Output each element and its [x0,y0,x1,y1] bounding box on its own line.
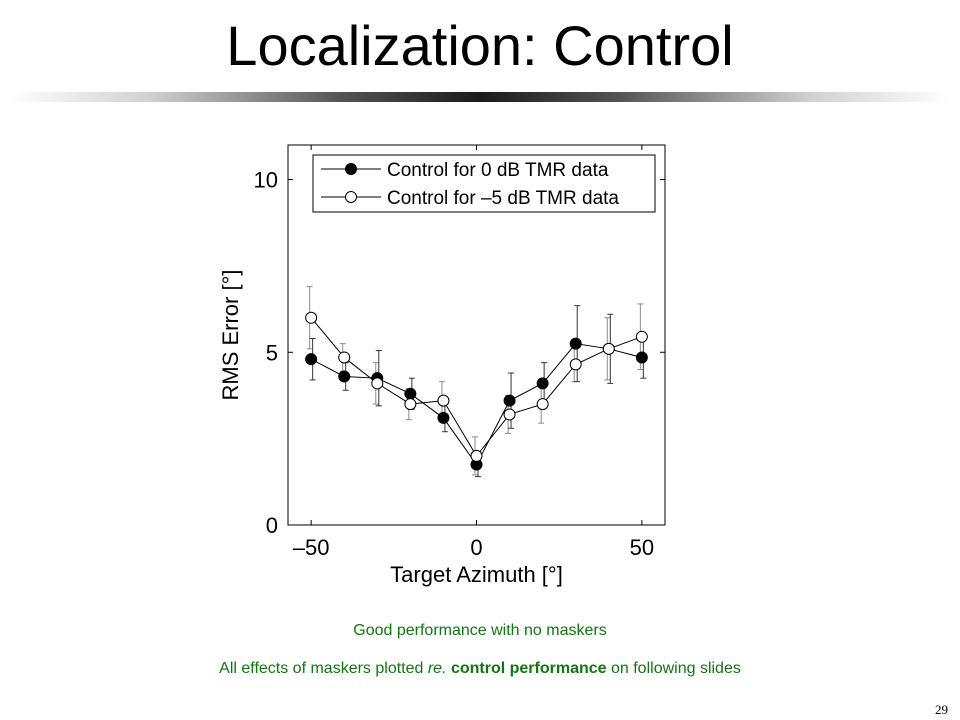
data-point-minus5db [569,358,582,371]
data-point-minus5db [536,398,549,411]
title-divider [10,92,950,102]
caption2-bold: control performance [446,660,607,677]
data-point-minus5db [602,342,615,355]
x-axis-label: Target Azimuth [°] [390,562,563,587]
data-point-minus5db [371,377,384,390]
data-point-minus5db [404,398,417,411]
legend-label: Control for 0 dB TMR data [387,160,609,181]
data-point-minus5db [470,449,483,462]
legend-box [312,154,656,213]
legend-marker [345,163,357,175]
y-tick-label: 10 [254,168,278,193]
data-point-minus5db [338,351,351,364]
page-number: 29 [935,702,948,717]
data-point-0db [503,394,516,407]
y-tick-label: 0 [266,513,278,538]
legend-label: Control for –5 dB TMR data [387,188,619,209]
data-point-minus5db [635,330,648,343]
caption2-text-before: All effects of maskers plotted [219,660,428,677]
data-point-0db [305,353,318,366]
legend-marker [345,191,357,203]
x-tick-label: –50 [293,535,330,560]
caption2-text-after: on following slides [606,660,741,677]
data-point-minus5db [437,394,450,407]
data-point-0db [338,370,351,383]
y-axis-label: RMS Error [°] [218,269,243,400]
y-tick-label: 5 [266,340,278,365]
data-point-0db [635,351,648,364]
data-point-minus5db [503,408,516,421]
series-line-minus5db [310,317,643,457]
caption-maskers-effects: All effects of maskers plotted re. contr… [0,660,960,678]
slide-title: Localization: Control [226,14,734,77]
data-point-0db [404,387,417,400]
x-tick-label: 50 [630,535,654,560]
data-point-minus5db [305,311,318,324]
series-line-0db [310,343,642,466]
data-point-0db [569,337,582,350]
caption-no-maskers: Good performance with no maskers [353,622,607,639]
data-point-0db [536,377,549,390]
caption2-italic: re. [427,660,447,677]
x-tick-label: 0 [470,535,482,560]
data-point-0db [437,411,450,424]
